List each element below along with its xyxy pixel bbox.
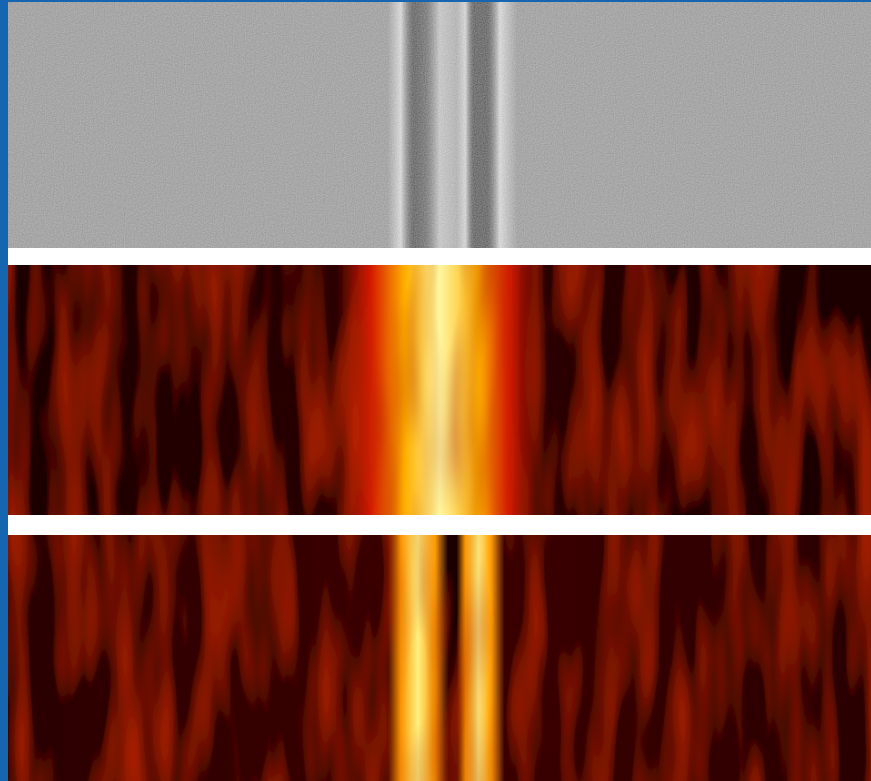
heatmap-panel: [8, 535, 871, 781]
heatmap-panel: [8, 265, 871, 515]
image-panels: [0, 0, 871, 781]
grayscale-panel: [8, 2, 871, 248]
page: [0, 0, 871, 781]
panel-divider: [8, 248, 871, 265]
panel-divider: [8, 515, 871, 535]
